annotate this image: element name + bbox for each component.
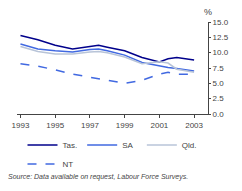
svg-text:5.0: 5.0 [213,79,225,88]
svg-text:%: % [204,7,212,17]
svg-text:10.0: 10.0 [213,48,229,57]
svg-text:7.5: 7.5 [213,64,225,73]
svg-text:Qld.: Qld. [182,141,197,150]
svg-text:1993: 1993 [12,121,30,130]
svg-text:1997: 1997 [81,121,99,130]
svg-text:1999: 1999 [116,121,134,130]
svg-text:Source: Data available on requ: Source: Data available on request, Labou… [8,173,188,181]
svg-text:12.5: 12.5 [213,33,229,42]
svg-text:2.5: 2.5 [213,94,225,103]
svg-text:1995: 1995 [46,121,64,130]
svg-text:2001: 2001 [150,121,168,130]
svg-text:Tas.: Tas. [63,141,78,150]
svg-text:15.0: 15.0 [213,18,229,27]
svg-text:0.0: 0.0 [213,110,225,119]
svg-text:2003: 2003 [185,121,203,130]
svg-text:SA: SA [122,141,133,150]
svg-text:NT: NT [63,160,74,169]
